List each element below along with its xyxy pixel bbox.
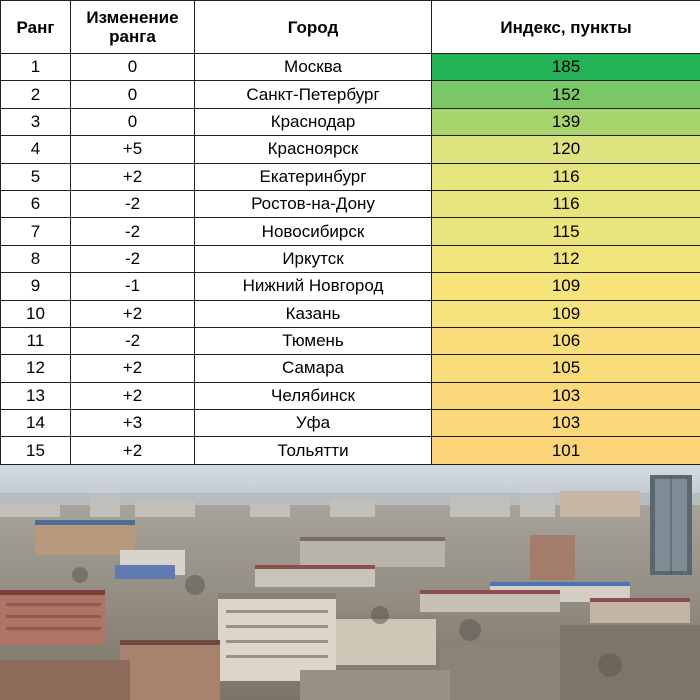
city-cell: Тольятти [194, 436, 432, 465]
rank-change-cell: -2 [70, 244, 195, 274]
city-cell: Краснодар [194, 107, 432, 137]
table-row: 11 -2 Тюмень 106 [0, 326, 700, 356]
table-row: 9 -1 Нижний Новгород 109 [0, 272, 700, 301]
city-cell: Москва [194, 52, 432, 82]
index-cell: 139 [431, 107, 700, 137]
table-row: 3 0 Краснодар 139 [0, 107, 700, 137]
rank-change-cell: -2 [70, 326, 195, 356]
rank-change-cell: -1 [70, 272, 195, 301]
city-aerial-photo [0, 465, 700, 700]
rank-cell: 1 [0, 52, 71, 82]
table-row: 14 +3 Уфа 103 [0, 409, 700, 438]
foreground-houses [0, 625, 700, 700]
rank-cell: 12 [0, 354, 71, 383]
city-cell: Санкт-Петербург [194, 80, 432, 109]
index-cell: 116 [431, 162, 700, 191]
city-cell: Казань [194, 299, 432, 328]
header-city: Город [194, 0, 432, 54]
table-body: 1 0 Москва 185 2 0 Санкт-Петербург 152 3 0 Краснод… [0, 52, 700, 465]
rank-cell: 14 [0, 409, 71, 438]
city-cell: Ростов-на-Дону [194, 189, 432, 219]
index-cell: 103 [431, 381, 700, 411]
index-cell: 106 [431, 326, 700, 356]
rank-change-cell: +2 [70, 354, 195, 383]
table-row: 5 +2 Екатеринбург 116 [0, 162, 700, 191]
rank-change-cell: +2 [70, 299, 195, 328]
table-row: 10 +2 Казань 109 [0, 299, 700, 328]
table-row: 7 -2 Новосибирск 115 [0, 217, 700, 246]
city-cell: Уфа [194, 409, 432, 438]
rank-cell: 9 [0, 272, 71, 301]
table-row: 15 +2 Тольятти 101 [0, 436, 700, 465]
rank-change-cell: +5 [70, 135, 195, 164]
city-cell: Нижний Новгород [194, 272, 432, 301]
foreground-apartment-block [218, 593, 436, 681]
index-cell: 112 [431, 244, 700, 274]
header-rank-change: Изменение ранга [70, 0, 195, 54]
distant-skyline [0, 491, 640, 517]
table-header-row: Ранг Изменение ранга Город Индекс, пункт… [0, 0, 700, 54]
rank-change-cell: -2 [70, 189, 195, 219]
index-cell: 115 [431, 217, 700, 246]
table-row: 12 +2 Самара 105 [0, 354, 700, 383]
rank-cell: 3 [0, 107, 71, 137]
rank-change-cell: 0 [70, 52, 195, 82]
header-rank: Ранг [0, 0, 71, 54]
index-cell: 152 [431, 80, 700, 109]
trees [72, 567, 622, 677]
index-cell: 185 [431, 52, 700, 82]
table-row: 13 +2 Челябинск 103 [0, 381, 700, 411]
left-apartment-block [0, 590, 105, 645]
index-cell: 116 [431, 189, 700, 219]
rank-cell: 15 [0, 436, 71, 465]
rank-cell: 10 [0, 299, 71, 328]
rank-cell: 6 [0, 189, 71, 219]
index-cell: 103 [431, 409, 700, 438]
rank-cell: 8 [0, 244, 71, 274]
rank-cell: 5 [0, 162, 71, 191]
city-cell: Самара [194, 354, 432, 383]
rank-change-cell: +2 [70, 381, 195, 411]
city-cell: Иркутск [194, 244, 432, 274]
rank-change-cell: +2 [70, 436, 195, 465]
header-index: Индекс, пункты [431, 0, 700, 54]
table-row: 4 +5 Красноярск 120 [0, 135, 700, 164]
rank-change-cell: -2 [70, 217, 195, 246]
city-cell: Красноярск [194, 135, 432, 164]
rank-change-cell: +3 [70, 409, 195, 438]
rank-change-cell: +2 [70, 162, 195, 191]
city-cell: Екатеринбург [194, 162, 432, 191]
rank-cell: 13 [0, 381, 71, 411]
table-row: 2 0 Санкт-Петербург 152 [0, 80, 700, 109]
table-row: 8 -2 Иркутск 112 [0, 244, 700, 274]
table-row: 6 -2 Ростов-на-Дону 116 [0, 189, 700, 219]
index-cell: 109 [431, 299, 700, 328]
rank-cell: 2 [0, 80, 71, 109]
table-row: 1 0 Москва 185 [0, 52, 700, 82]
city-cell: Тюмень [194, 326, 432, 356]
rank-change-cell: 0 [70, 107, 195, 137]
city-cell: Новосибирск [194, 217, 432, 246]
city-cell: Челябинск [194, 381, 432, 411]
index-cell: 105 [431, 354, 700, 383]
index-cell: 109 [431, 272, 700, 301]
rank-cell: 7 [0, 217, 71, 246]
rank-cell: 4 [0, 135, 71, 164]
rank-change-cell: 0 [70, 80, 195, 109]
mid-buildings [35, 520, 690, 623]
rank-cell: 11 [0, 326, 71, 356]
tall-tower [650, 475, 692, 575]
index-cell: 120 [431, 135, 700, 164]
city-ranking-table: Ранг Изменение ранга Город Индекс, пункт… [0, 0, 700, 465]
index-cell: 101 [431, 436, 700, 465]
